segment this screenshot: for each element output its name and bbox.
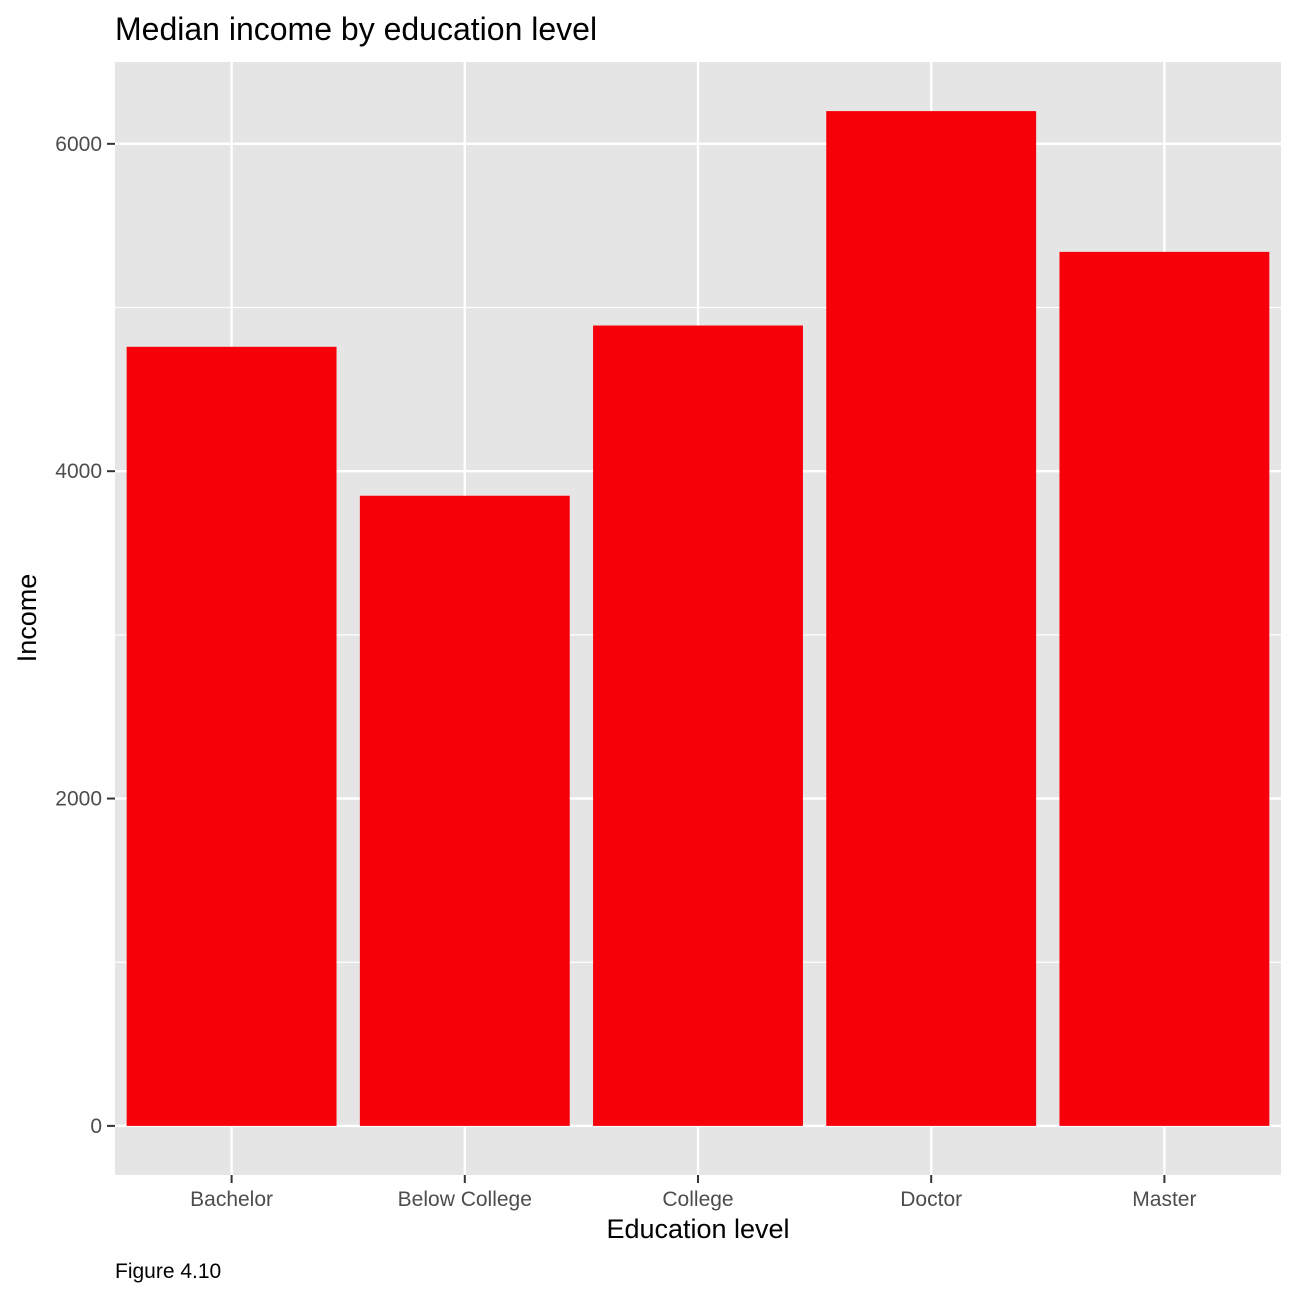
- x-axis: Bachelor Below College College Doctor Master: [190, 1175, 1196, 1211]
- chart-title: Median income by education level: [115, 11, 597, 47]
- x-axis-title: Education level: [606, 1214, 789, 1244]
- y-axis: 0 2000 4000 6000: [55, 133, 115, 1138]
- y-tick-label: 4000: [55, 460, 102, 483]
- bar-master: [1059, 251, 1270, 1126]
- bar-college: [593, 325, 803, 1126]
- x-tick-label: Doctor: [900, 1188, 962, 1211]
- x-tick-label: College: [662, 1188, 733, 1211]
- x-tick-label: Master: [1132, 1188, 1196, 1211]
- figure-caption: Figure 4.10: [115, 1260, 221, 1283]
- x-tick-label: Bachelor: [190, 1188, 273, 1211]
- y-axis-title: Income: [12, 574, 42, 663]
- y-tick-label: 6000: [55, 133, 102, 156]
- bar-doctor: [826, 111, 1037, 1126]
- bar-bachelor: [126, 346, 337, 1126]
- y-tick-label: 0: [90, 1115, 102, 1138]
- bar-below-college: [359, 495, 570, 1126]
- x-tick-label: Below College: [398, 1188, 532, 1211]
- y-tick-label: 2000: [55, 788, 102, 811]
- bars: [126, 111, 1270, 1126]
